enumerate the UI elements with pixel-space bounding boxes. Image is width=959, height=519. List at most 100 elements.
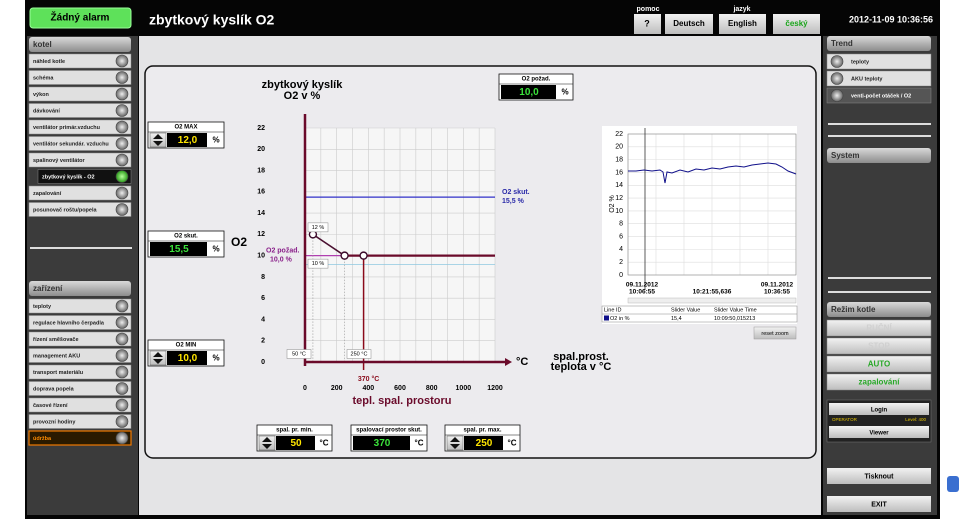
menu-item-indicator bbox=[115, 203, 129, 216]
reset-zoom-button[interactable] bbox=[753, 326, 797, 340]
stepper-down bbox=[450, 444, 460, 449]
menu-item[interactable] bbox=[28, 103, 132, 118]
stepper[interactable] bbox=[149, 350, 167, 366]
menu-item[interactable] bbox=[28, 381, 132, 396]
menu-item-text: spalinový ventilátor bbox=[33, 158, 86, 164]
value-box-label: O2 MAX bbox=[174, 125, 197, 131]
menu-item[interactable] bbox=[28, 152, 132, 168]
menu-item[interactable] bbox=[28, 364, 132, 380]
trend-panel bbox=[602, 126, 797, 324]
curve-point[interactable] bbox=[340, 251, 349, 260]
value-field[interactable] bbox=[464, 436, 503, 450]
mode-button[interactable] bbox=[826, 337, 932, 355]
menu-item[interactable] bbox=[28, 185, 132, 201]
stepper[interactable] bbox=[149, 132, 167, 148]
x-unit: °C bbox=[516, 356, 528, 368]
value-box-label: spalovací prostor skut. bbox=[356, 428, 422, 434]
value-unit: % bbox=[561, 88, 568, 97]
stepper[interactable] bbox=[258, 435, 276, 451]
language-button[interactable] bbox=[773, 14, 820, 34]
menu-item[interactable] bbox=[28, 298, 132, 314]
login-text: Login bbox=[871, 408, 888, 414]
mode-button-text: zapalování bbox=[859, 378, 901, 387]
trend-y-tick-label: 16 bbox=[615, 169, 623, 176]
menu-item[interactable] bbox=[37, 169, 132, 184]
annotation: 10,0 % bbox=[270, 256, 293, 263]
trend-item[interactable] bbox=[826, 70, 932, 87]
menu-header bbox=[29, 281, 131, 296]
y-tick-label: 12 bbox=[257, 231, 265, 238]
value-field[interactable] bbox=[501, 85, 556, 99]
value-text: 250 bbox=[476, 438, 493, 449]
trend-item[interactable] bbox=[826, 53, 932, 70]
trend-y-tick-label: 4 bbox=[619, 246, 623, 253]
menu-item-indicator bbox=[115, 382, 129, 395]
trend-scrollbar[interactable] bbox=[627, 297, 797, 304]
menu-item[interactable] bbox=[28, 202, 132, 217]
language-text: English bbox=[728, 19, 757, 28]
menu-item[interactable] bbox=[28, 136, 132, 151]
menu-item[interactable] bbox=[28, 315, 132, 330]
viewer-button[interactable] bbox=[829, 426, 929, 438]
value-field[interactable] bbox=[353, 436, 410, 450]
menu-item-text: časové řízení bbox=[33, 403, 68, 409]
login-button[interactable] bbox=[829, 403, 929, 415]
mode-button[interactable] bbox=[826, 373, 932, 391]
trend-item[interactable] bbox=[826, 87, 932, 104]
language-button[interactable] bbox=[665, 14, 713, 34]
menu-item-indicator bbox=[115, 137, 129, 150]
trend-y-tick-label: 22 bbox=[615, 131, 623, 138]
trend-line bbox=[628, 162, 797, 184]
mode-button[interactable] bbox=[826, 319, 932, 337]
trend-table-cell: O2 in % bbox=[610, 316, 630, 322]
menu-item-text: výkon bbox=[33, 92, 50, 98]
mode-button[interactable] bbox=[826, 355, 932, 373]
value-unit: % bbox=[212, 136, 219, 145]
menu-item[interactable] bbox=[28, 414, 132, 429]
side-icon[interactable] bbox=[947, 476, 959, 492]
menu-item[interactable] bbox=[28, 348, 132, 363]
menu-item-text: regulace hlavního čerpadla bbox=[33, 320, 105, 326]
trend-y-tick-label: 20 bbox=[615, 144, 623, 151]
menu-item[interactable] bbox=[28, 331, 132, 347]
value-unit: °C bbox=[415, 439, 424, 448]
mode-button-text: RUČNÍ bbox=[866, 324, 892, 333]
menu-item-text: náhled kotle bbox=[33, 59, 65, 65]
action-button[interactable] bbox=[827, 496, 931, 512]
menu-item[interactable] bbox=[28, 430, 132, 446]
trend-x-label: 10:36:55 bbox=[764, 289, 790, 296]
menu-item[interactable] bbox=[28, 70, 132, 85]
value-field[interactable] bbox=[276, 436, 315, 450]
value-field[interactable] bbox=[150, 242, 207, 256]
value-field[interactable] bbox=[167, 351, 207, 365]
language-button[interactable] bbox=[719, 14, 766, 34]
curve-point[interactable] bbox=[359, 251, 368, 260]
trend-item-text: venti-počet otáček / O2 bbox=[851, 93, 911, 99]
stepper-up bbox=[153, 134, 163, 139]
value-unit: °C bbox=[320, 439, 329, 448]
menu-item-indicator bbox=[115, 104, 129, 117]
annotation: O2 požad. bbox=[266, 247, 300, 254]
menu-header bbox=[827, 36, 931, 51]
menu-item[interactable] bbox=[28, 119, 132, 135]
value-field[interactable] bbox=[167, 133, 207, 147]
menu-header-text: zařízení bbox=[33, 284, 63, 293]
menu-item[interactable] bbox=[28, 53, 132, 69]
reset-zoom-text: reset zoom bbox=[761, 331, 789, 337]
menu-item-indicator bbox=[115, 120, 129, 134]
value-unit: % bbox=[212, 354, 219, 363]
menu-item[interactable] bbox=[28, 397, 132, 413]
action-button[interactable] bbox=[827, 468, 931, 484]
menu-item-text: řízení směšovače bbox=[33, 337, 79, 343]
menu-item-indicator bbox=[115, 170, 129, 183]
help-button[interactable] bbox=[634, 14, 661, 34]
menu-item-indicator bbox=[115, 431, 129, 445]
menu-item-indicator bbox=[115, 54, 129, 68]
stepper[interactable] bbox=[446, 435, 464, 451]
help-button-text: ? bbox=[644, 18, 650, 28]
trend-y-tick-label: 2 bbox=[619, 259, 623, 266]
stepper-up bbox=[153, 352, 163, 357]
menu-item[interactable] bbox=[28, 86, 132, 102]
trend-x-label: 10:21:55,636 bbox=[693, 289, 732, 296]
alarm-button[interactable] bbox=[29, 7, 132, 29]
